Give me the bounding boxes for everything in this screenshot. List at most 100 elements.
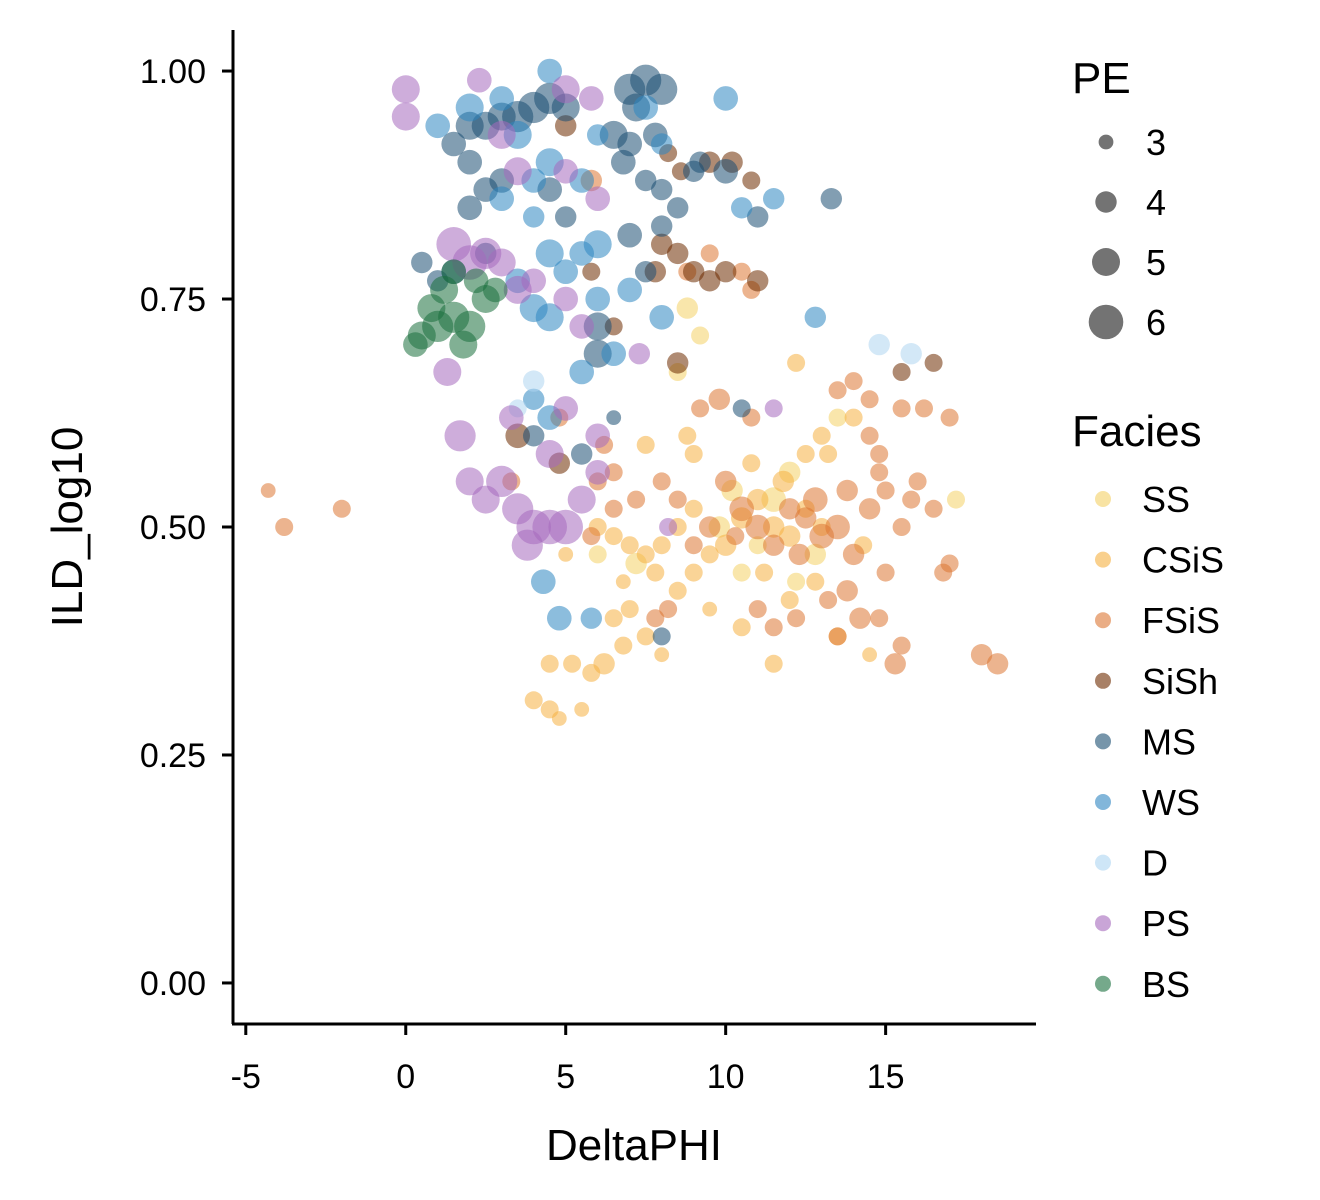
x-tick-label: 10 [707,1058,745,1096]
data-point [787,353,806,372]
data-point [732,618,751,637]
data-point [700,545,719,564]
data-point [585,186,610,211]
data-point [726,527,745,546]
data-point [651,133,673,155]
y-tick-label: 0.75 [140,281,206,319]
facies-legend-label: D [1142,843,1168,884]
data-point [411,251,433,274]
data-point [511,529,543,561]
data-point [524,691,543,710]
data-point [489,86,514,111]
data-point [828,627,847,646]
data-point [425,113,451,139]
data-point [812,426,831,445]
data-point [486,465,518,497]
x-tick-label: 15 [867,1058,905,1096]
data-point [747,270,769,292]
data-point [900,343,922,365]
data-point [487,248,516,277]
data-point [483,277,508,303]
data-point [636,545,655,564]
data-point [803,487,828,512]
data-point [844,372,863,391]
data-point [579,86,604,111]
facies-legend-key [1095,551,1111,568]
data-point [585,460,610,485]
data-point [659,518,678,536]
data-point [649,305,674,330]
facies-legend-label: MS [1142,721,1196,762]
data-point [796,445,815,463]
data-point [763,534,785,556]
data-point [819,591,838,609]
data-point [970,644,993,666]
data-point [444,420,476,452]
data-point [604,609,623,628]
x-tick-label: -5 [231,1058,261,1096]
facies-legend-key [1095,672,1111,689]
data-point [729,496,754,522]
data-point [764,618,783,637]
data-point [593,653,615,675]
series-bs [403,259,508,359]
data-point [433,358,462,386]
data-point [611,149,636,175]
color-legend-title: Facies [1072,407,1202,456]
size-legend-key [1095,191,1117,213]
data-point [828,408,847,427]
data-point [684,499,703,518]
data-point [487,120,516,149]
data-point [787,572,806,591]
data-point [892,399,911,418]
facies-legend-key [1095,491,1111,507]
data-point [441,131,467,157]
data-point [403,332,428,357]
y-tick-label: 0.25 [140,737,206,775]
data-point [574,702,590,717]
data-point [764,399,783,418]
data-point [668,490,687,509]
data-point [585,423,610,449]
data-point [820,188,842,210]
data-point [535,440,564,468]
data-point [628,343,650,365]
data-point [689,151,711,173]
data-point [604,499,623,518]
data-point [713,86,738,111]
data-point [449,330,478,359]
data-point [876,563,895,582]
size-legend-items: 3 4 5 6 [1088,122,1166,343]
size-legend-label: 5 [1146,242,1166,283]
data-point [884,653,906,675]
data-point [553,159,578,184]
data-point [582,527,601,546]
data-point [908,472,927,491]
data-point [779,498,801,520]
series-ps [391,67,783,561]
data-point [858,498,881,520]
facies-legend-key [1095,794,1111,810]
data-point [934,563,953,582]
facies-legend-label: PS [1142,903,1190,944]
data-point [684,563,703,582]
data-point [870,463,889,482]
x-axis-ticks: -5 0 5 10 15 [231,1024,905,1096]
data-point [627,490,646,509]
size-legend-key [1098,134,1114,150]
size-legend-label: 4 [1146,182,1166,223]
data-point [651,233,673,255]
data-point [678,426,697,445]
data-point [457,149,483,175]
data-point [986,653,1009,675]
data-point [585,286,610,312]
data-point [535,303,564,332]
data-point [892,363,911,381]
data-point [553,286,578,312]
data-point [755,563,774,582]
data-point [652,472,671,491]
data-point [548,509,583,545]
data-point [620,600,639,619]
series-ms [411,64,842,646]
data-point [747,206,769,228]
